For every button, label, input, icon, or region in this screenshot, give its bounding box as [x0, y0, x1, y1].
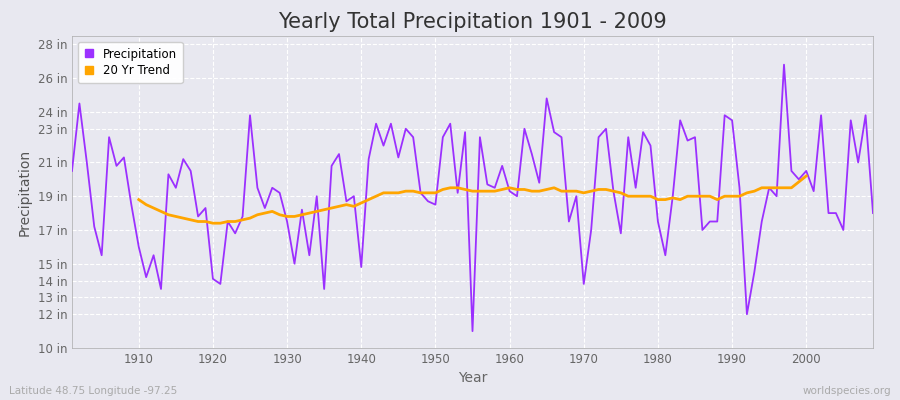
X-axis label: Year: Year	[458, 372, 487, 386]
Text: Latitude 48.75 Longitude -97.25: Latitude 48.75 Longitude -97.25	[9, 386, 177, 396]
Y-axis label: Precipitation: Precipitation	[18, 148, 32, 236]
Title: Yearly Total Precipitation 1901 - 2009: Yearly Total Precipitation 1901 - 2009	[278, 12, 667, 32]
Legend: Precipitation, 20 Yr Trend: Precipitation, 20 Yr Trend	[78, 42, 183, 83]
Text: worldspecies.org: worldspecies.org	[803, 386, 891, 396]
